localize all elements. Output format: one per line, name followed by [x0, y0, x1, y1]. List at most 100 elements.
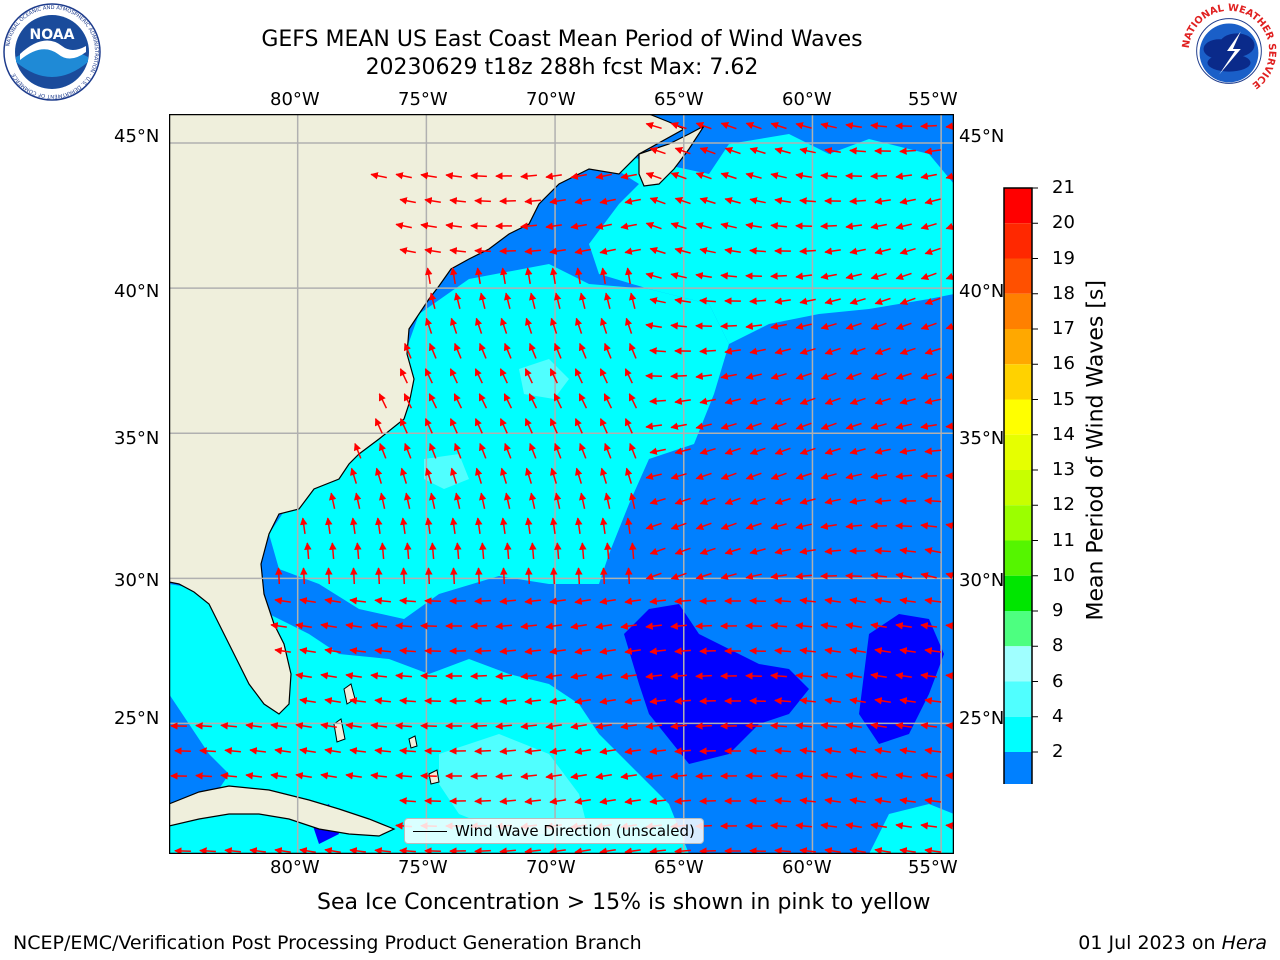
chart-title-line2: 20230629 t18z 288h fcst Max: 7.62 — [365, 55, 759, 80]
wave-direction-arrow — [453, 492, 462, 509]
colorbar-tick-label: 15 — [1052, 388, 1075, 410]
lon-tick-80w-bottom: 80°W — [270, 857, 320, 878]
wave-direction-arrow — [699, 397, 716, 405]
wave-direction-arrow — [570, 722, 587, 730]
wave-direction-arrow — [524, 368, 533, 384]
wave-direction-arrow — [300, 567, 308, 585]
wave-direction-arrow — [453, 393, 463, 409]
wave-direction-arrow — [874, 697, 891, 705]
wave-direction-arrow — [920, 422, 937, 430]
wave-direction-arrow — [449, 267, 458, 285]
wave-direction-arrow — [845, 772, 862, 780]
wave-direction-arrow — [420, 622, 437, 630]
wave-direction-arrow — [599, 597, 616, 605]
wave-direction-arrow — [924, 847, 941, 854]
wave-direction-arrow — [870, 272, 887, 280]
wave-direction-arrow — [795, 172, 812, 180]
wave-direction-arrow — [874, 247, 891, 255]
wave-direction-arrow — [774, 447, 791, 455]
wave-direction-arrow — [349, 697, 366, 705]
wave-direction-arrow — [849, 247, 866, 255]
wave-direction-arrow — [499, 597, 516, 605]
wave-direction-arrow — [499, 747, 516, 755]
wave-direction-arrow — [899, 547, 916, 555]
wave-direction-arrow — [749, 797, 766, 805]
wave-direction-arrow — [449, 418, 458, 434]
wave-direction-arrow — [378, 393, 388, 409]
wave-direction-arrow — [220, 722, 237, 730]
wave-direction-arrow — [695, 272, 712, 280]
wave-direction-arrow — [375, 467, 383, 484]
wave-direction-arrow — [899, 797, 916, 805]
colorbar-tick-label: 17 — [1052, 318, 1075, 339]
wave-direction-arrow — [770, 572, 787, 580]
wave-direction-arrow — [570, 672, 587, 680]
wave-direction-arrow — [670, 322, 687, 330]
wave-direction-arrow — [670, 522, 687, 530]
wave-direction-arrow — [329, 542, 337, 560]
wave-direction-arrow — [574, 418, 583, 434]
wave-direction-arrow — [624, 597, 641, 605]
wave-direction-arrow — [475, 467, 483, 484]
wave-direction-arrow — [770, 222, 787, 230]
wave-direction-arrow — [899, 297, 916, 305]
wave-direction-arrow — [874, 797, 891, 805]
wave-direction-arrow — [820, 122, 837, 130]
wave-direction-arrow — [770, 422, 787, 430]
wave-direction-arrow — [770, 522, 787, 530]
wave-direction-arrow — [895, 522, 912, 530]
colorbar-segment — [1004, 258, 1032, 294]
wave-direction-arrow — [474, 697, 491, 705]
wave-direction-arrow — [399, 697, 416, 705]
wave-direction-arrow — [549, 317, 558, 334]
wave-direction-arrow — [520, 772, 537, 780]
colorbar-segment — [1004, 434, 1032, 470]
wave-direction-arrow — [924, 447, 941, 455]
wave-direction-arrow — [299, 597, 316, 605]
wave-direction-arrow — [570, 222, 587, 230]
wave-direction-arrow — [395, 672, 412, 680]
wave-direction-arrow — [920, 672, 937, 680]
wave-direction-arrow — [920, 122, 937, 130]
wave-direction-arrow — [745, 522, 762, 530]
wave-direction-arrow — [575, 567, 583, 585]
wave-direction-arrow — [500, 567, 508, 585]
wave-direction-arrow — [425, 517, 433, 535]
wave-direction-arrow — [695, 422, 712, 430]
lat-tick-40n-right: 40°N — [959, 281, 1005, 302]
wave-direction-arrow — [350, 467, 358, 484]
wave-direction-arrow — [600, 567, 608, 585]
wave-direction-arrow — [270, 722, 287, 730]
wave-direction-arrow — [924, 597, 941, 605]
wave-direction-arrow — [899, 447, 916, 455]
wave-direction-arrow — [724, 397, 741, 405]
wave-direction-arrow — [924, 247, 941, 255]
wave-direction-arrow — [770, 122, 787, 130]
wave-direction-arrow — [849, 597, 866, 605]
wave-direction-arrow — [895, 272, 912, 280]
wave-direction-arrow — [745, 572, 762, 580]
wave-direction-arrow — [870, 722, 887, 730]
wave-direction-arrow — [799, 647, 816, 655]
wave-direction-arrow — [920, 622, 937, 630]
wave-direction-arrow — [595, 222, 612, 230]
wave-direction-arrow — [503, 442, 512, 459]
wave-direction-arrow — [845, 422, 862, 430]
wave-direction-arrow — [625, 467, 633, 484]
wave-direction-arrow — [553, 393, 563, 409]
wave-direction-arrow — [774, 597, 791, 605]
wave-direction-arrow — [599, 418, 608, 434]
wave-direction-arrow — [745, 772, 762, 780]
wave-direction-arrow — [695, 222, 712, 230]
wave-direction-arrow — [720, 522, 737, 530]
wave-direction-arrow — [649, 397, 666, 405]
wave-direction-arrow — [645, 522, 662, 530]
lon-tick-60w-bottom: 60°W — [782, 857, 832, 878]
wave-direction-arrow — [795, 272, 812, 280]
wave-direction-arrow — [500, 467, 508, 484]
wave-direction-arrow — [870, 622, 887, 630]
wave-direction-arrow — [620, 222, 637, 230]
wave-direction-arrow — [870, 122, 887, 130]
wave-direction-arrow — [820, 422, 837, 430]
wave-direction-arrow — [524, 697, 541, 705]
